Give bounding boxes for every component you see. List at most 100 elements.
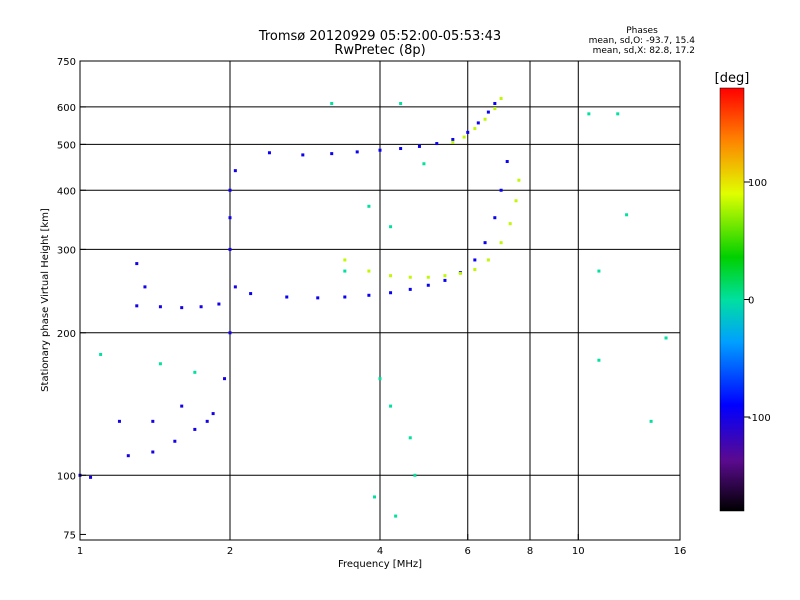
data-point [514,199,518,203]
data-point [505,160,509,164]
stats-o-mode: mean, sd,O: -93.7, 15.4 [589,36,696,46]
y-tick-label: 400 [57,186,76,197]
data-point [486,110,490,114]
data-point [483,117,487,121]
colorbar [719,87,745,512]
y-tick-label: 300 [57,245,76,256]
data-point [493,101,497,105]
data-point [367,204,371,208]
colorbar-tick-label: 100 [748,178,767,189]
data-point [435,142,439,146]
data-point [180,306,184,310]
data-point [426,275,430,279]
data-point [228,247,232,251]
data-point [378,377,382,381]
data-point [135,304,139,308]
data-point [413,473,417,477]
data-point [499,188,503,192]
data-point [483,241,487,245]
data-point [343,295,347,299]
data-point [443,278,447,282]
colorbar-tick-label: -100 [748,413,771,424]
data-point [135,262,139,266]
data-point [597,358,601,362]
data-point [193,370,197,374]
data-point [493,216,497,220]
data-point [217,302,221,306]
data-point [367,269,371,273]
data-point [389,291,393,295]
colorbar-ticks: 100 0 -100 [744,178,771,424]
tick-layer: 1 2 4 6 8 10 16 75 100 200 300 400 500 600 750 [57,57,686,557]
y-tick-label: 100 [57,471,76,482]
data-point [616,112,620,116]
data-point [249,292,253,296]
x-tick-label: 10 [572,546,585,557]
data-point [223,377,227,381]
data-point [476,121,480,125]
data-point [649,419,653,423]
data-point [367,293,371,297]
data-point [499,241,503,245]
x-tick-label: 16 [674,546,687,557]
data-point [193,427,197,431]
data-point [389,404,393,408]
x-tick-label: 4 [377,546,383,557]
y-tick-label: 600 [57,103,76,114]
data-point [158,362,162,366]
data-point [378,148,382,152]
y-tick-label: 75 [63,530,76,541]
grid-layer [80,61,680,540]
data-point [486,258,490,262]
data-point [499,96,503,100]
data-point [664,336,668,340]
data-point [158,305,162,309]
y-tick-label: 200 [57,329,76,340]
data-point [173,439,177,443]
data-point [117,419,121,423]
data-point [451,140,455,144]
data-point [89,475,93,479]
data-point [597,269,601,273]
data-point [426,283,430,287]
data-point [466,130,470,134]
x-tick-label: 2 [227,546,233,557]
data-point [443,274,447,278]
data-point [228,216,232,220]
data-point [233,169,237,173]
data-point [399,147,403,151]
data-point [151,419,155,423]
points-layer [78,96,668,518]
data-point [316,296,320,300]
data-point [228,188,232,192]
data-point [343,269,347,273]
colorbar-tick-label: 0 [748,296,754,307]
x-axis-label: Frequency [MHz] [338,559,422,570]
x-tick-label: 1 [77,546,83,557]
data-point [394,514,398,518]
y-tick-label: 500 [57,140,76,151]
data-point [330,101,334,105]
data-point [422,162,426,166]
data-point [343,258,347,262]
chart-title: Tromsø 20120929 05:52:00-05:53:43 [258,29,501,44]
data-point [151,450,155,454]
data-point [205,419,209,423]
stats-heading: Phases [626,26,658,36]
data-point [587,112,591,116]
data-point [355,150,359,154]
data-point [462,135,466,139]
data-point [473,127,477,131]
data-point [126,454,130,458]
y-tick-label: 750 [57,57,76,68]
stats-x-mode: mean, sd,X: 82.8, 17.2 [593,46,695,56]
data-point [285,295,289,299]
x-tick-label: 8 [527,546,533,557]
data-point [267,151,271,155]
data-point [99,352,103,356]
data-point [373,495,377,499]
colorbar-label: [deg] [715,71,750,86]
data-point [199,305,203,309]
